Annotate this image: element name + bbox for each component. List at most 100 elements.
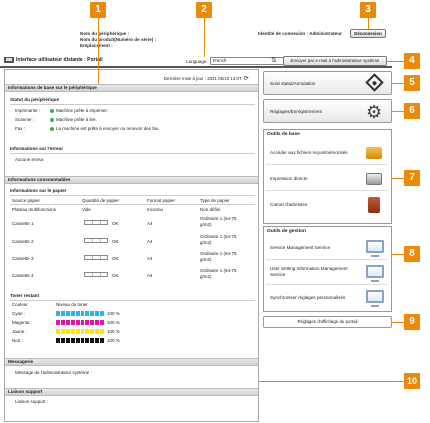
toner-segment: [100, 329, 105, 334]
paper-type: Non défini: [200, 207, 221, 212]
status-value-fax: La machine est prête à envoyer ou recevo…: [50, 126, 160, 131]
toner-segment: [70, 338, 75, 343]
paper-level-bar: [84, 220, 108, 225]
toner-segment: [95, 338, 100, 343]
email-admin-button[interactable]: Envoyer par e-mail à l'administrateur sy…: [283, 56, 387, 66]
status-monitor-label: Suivi statut/Annulation: [270, 81, 316, 86]
toner-segment: [65, 338, 70, 343]
status-monitor-button[interactable]: Suivi statut/Annulation: [263, 71, 392, 95]
device-name-label: Nom du périphérique :: [80, 31, 130, 36]
tool-service-management[interactable]: Service Management Service: [266, 236, 388, 260]
paper-format: A4: [147, 221, 153, 226]
paper-info-title: Informations sur le papier: [10, 188, 67, 193]
divider: [10, 204, 255, 205]
settings-registration-button[interactable]: Réglages/Enregistrement ⚙: [263, 99, 392, 123]
toner-segment: [95, 320, 100, 325]
address-book-icon: [368, 197, 380, 213]
callout-line: [392, 111, 404, 112]
toner-segment: [75, 329, 80, 334]
last-update: Dernière mise à jour : 2021 06/10 14:0T ⟳: [164, 75, 249, 82]
toner-segment: [95, 311, 100, 316]
divider: [10, 195, 255, 196]
monitor-icon: [366, 240, 384, 257]
divider: [10, 153, 255, 154]
toner-title: Toner restant: [10, 293, 40, 298]
toner-col-color: Couleur: [12, 302, 28, 307]
toner-segment: [100, 320, 105, 325]
paper-type: Ordinaire 1 (64-75 g/m2): [200, 234, 237, 245]
section-consumables-header: Informations consommables: [5, 176, 258, 184]
printer-icon: [366, 173, 382, 185]
toner-segment: [56, 311, 60, 316]
logout-button[interactable]: Déconnexion: [350, 29, 386, 38]
paper-level-bar: [84, 272, 108, 277]
col-header-type: Type de papier: [200, 198, 230, 203]
toner-label-magenta: Magenta :: [12, 320, 33, 325]
callout-line: [387, 61, 404, 62]
paper-qty: OK: [112, 221, 119, 226]
toner-segment: [100, 311, 105, 316]
toner-pct-magenta: 100 %: [107, 320, 120, 325]
paper-format: A4: [147, 256, 153, 261]
callout-line: [392, 322, 404, 323]
callout-line: [392, 178, 404, 179]
language-select[interactable]: French: [209, 57, 290, 65]
callout-8: 8: [404, 246, 420, 262]
section-support-header: Liaison support: [5, 388, 258, 396]
toner-segment: [100, 338, 105, 343]
toner-segment: [80, 329, 85, 334]
paper-type: Ordinaire 1 (64-75 g/m2): [200, 268, 237, 279]
tool-direct-print[interactable]: Impression directe: [266, 167, 388, 191]
toner-segment: [75, 338, 80, 343]
callout-4: 4: [404, 53, 420, 69]
col-header-source: Source papier: [12, 198, 41, 203]
callout-line: [368, 18, 369, 29]
toner-segment: [75, 320, 80, 325]
monitor-icon: [366, 290, 384, 307]
paper-source: Cassette 2: [12, 239, 34, 244]
toner-pct-cyan: 100 %: [107, 311, 120, 316]
tool-label: Impression directe: [270, 176, 308, 181]
toner-segment: [56, 320, 60, 325]
col-header-format: Format papier: [147, 198, 176, 203]
toner-bar-yellow: [56, 329, 105, 334]
settings-registration-label: Réglages/Enregistrement: [270, 109, 322, 114]
toner-bar-cyan: [56, 311, 105, 316]
toner-segment: [60, 338, 65, 343]
tool-user-setting-info[interactable]: User Setting Information Management Serv…: [266, 261, 388, 285]
login-identity: Identité de connexion : Administrateur: [258, 31, 342, 36]
tool-address-book[interactable]: Carnet d'adresses: [266, 193, 388, 217]
toner-segment: [80, 320, 85, 325]
tool-sync-custom-settings[interactable]: Synchroniser réglages personnalisés: [266, 286, 388, 310]
language-value: French: [212, 58, 227, 63]
toner-segment: [56, 338, 60, 343]
language-label: Language:: [186, 58, 208, 64]
callout-2: 2: [196, 2, 212, 18]
paper-type: Ordinaire 1 (64-75 g/m2): [200, 216, 237, 227]
refresh-icon[interactable]: ⟳: [243, 76, 249, 82]
toner-segment: [70, 311, 75, 316]
callout-line: [259, 381, 404, 382]
paper-source: Cassette 4: [12, 273, 34, 278]
toner-label-yellow: Jaune :: [12, 329, 27, 334]
support-link-label: Liaison support :: [15, 399, 49, 404]
toner-segment: [70, 329, 75, 334]
tool-received-files[interactable]: Accéder aux fichiers reçus/mémorisés: [266, 141, 388, 165]
portal-display-settings-link[interactable]: Réglages d'affichage du portail: [263, 316, 392, 328]
status-ok-icon: [50, 117, 54, 122]
monitor-icon: [366, 265, 384, 282]
status-value-printer: Machine prête à imprimer.: [50, 108, 108, 113]
status-ok-icon: [50, 126, 54, 131]
paper-type: Ordinaire 1 (64-75 g/m2): [200, 251, 237, 262]
header-bar: [0, 28, 392, 68]
toner-segment: [56, 329, 60, 334]
status-ok-icon: [50, 108, 54, 113]
device-status-title: Statut du périphérique: [10, 97, 60, 102]
management-tools-title: Outils de gestion: [267, 229, 306, 234]
col-header-qty: Quantité de papier: [82, 198, 120, 203]
callout-9: 9: [404, 314, 420, 330]
toner-segment: [90, 338, 95, 343]
toner-pct-yellow: 100 %: [107, 329, 120, 334]
status-label-fax: Fax :: [15, 126, 26, 131]
toner-bar-black: [56, 338, 105, 343]
